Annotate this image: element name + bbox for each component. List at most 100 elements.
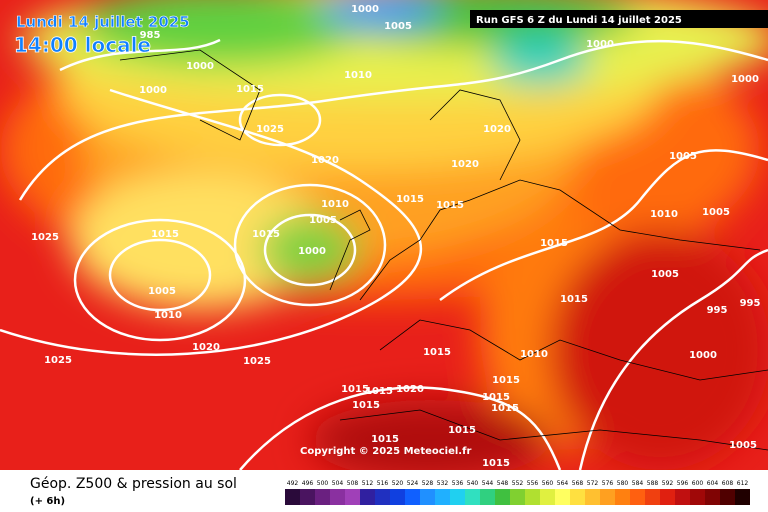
- scale-label: 524: [407, 480, 419, 487]
- scale-label: 572: [587, 480, 599, 487]
- scale-label: 500: [317, 480, 329, 487]
- isobar-label: 1015: [492, 375, 520, 386]
- scale-swatch: [360, 489, 375, 505]
- scale-label: 520: [392, 480, 404, 487]
- scale-label: 556: [527, 480, 539, 487]
- scale-label: 568: [572, 480, 584, 487]
- isobar-label: 1000: [139, 85, 167, 96]
- time-label: 14:00 locale: [14, 33, 151, 57]
- scale-label: 544: [482, 480, 494, 487]
- isobar-label: 1005: [309, 215, 337, 226]
- scale-swatch: [615, 489, 630, 505]
- isobar-label: 1015: [560, 294, 588, 305]
- scale-label: 508: [347, 480, 359, 487]
- scale-swatch: [420, 489, 435, 505]
- isobar-label: 1010: [154, 310, 182, 321]
- scale-swatch: [585, 489, 600, 505]
- scale-swatch: [660, 489, 675, 505]
- scale-label: 504: [332, 480, 344, 487]
- scale-label: 592: [662, 480, 674, 487]
- scale-label: 576: [602, 480, 614, 487]
- isobar-label: 1000: [298, 246, 326, 257]
- isobar-label: 1005: [702, 207, 730, 218]
- scale-label: 496: [302, 480, 314, 487]
- isobar-label: 995: [740, 298, 761, 309]
- scale-swatch: [705, 489, 720, 505]
- isobar-label: 1000: [351, 4, 379, 15]
- map-field: [0, 0, 768, 480]
- footer-subtitle: (+ 6h): [30, 496, 65, 507]
- scale-swatch: [480, 489, 495, 505]
- scale-swatch: [645, 489, 660, 505]
- scale-swatch: [375, 489, 390, 505]
- isobar-label: 1015: [482, 458, 510, 469]
- scale-label: 580: [617, 480, 629, 487]
- date-label: Lundi 14 juillet 2025: [16, 13, 190, 31]
- isobar-label: 1005: [669, 151, 697, 162]
- scale-swatch: [300, 489, 315, 505]
- scale-swatch: [435, 489, 450, 505]
- footer-title: Géop. Z500 & pression au sol: [30, 476, 237, 492]
- isobar-label: 995: [707, 305, 728, 316]
- scale-label: 600: [692, 480, 704, 487]
- scale-label: 536: [452, 480, 464, 487]
- scale-swatch: [330, 489, 345, 505]
- scale-label: 540: [467, 480, 479, 487]
- isobar-label: 1015: [436, 200, 464, 211]
- isobar-label: 1010: [344, 70, 372, 81]
- scale-label: 492: [287, 480, 299, 487]
- isobar-label: 1010: [520, 349, 548, 360]
- isobar-label: 1015: [151, 229, 179, 240]
- isobars: [0, 38, 768, 471]
- scale-label: 560: [542, 480, 554, 487]
- isobar-label: 1005: [148, 286, 176, 297]
- coastlines: [119, 49, 768, 451]
- isobar-label: 1020: [396, 384, 424, 395]
- scale-label: 512: [362, 480, 374, 487]
- isobar-label: 1000: [689, 350, 717, 361]
- isobar-label: 1025: [243, 356, 271, 367]
- scale-label: 528: [422, 480, 434, 487]
- scale-label: 532: [437, 480, 449, 487]
- scale-swatch: [630, 489, 645, 505]
- scale-label: 552: [512, 480, 524, 487]
- isobar-label: 1015: [352, 400, 380, 411]
- scale-swatch: [600, 489, 615, 505]
- isobar-label: 1015: [540, 238, 568, 249]
- scale-swatch: [285, 489, 300, 505]
- scale-label: 564: [557, 480, 569, 487]
- isobar-label: 1005: [384, 21, 412, 32]
- isobar-label: 985: [140, 30, 161, 41]
- isobar-label: 1020: [483, 124, 511, 135]
- scale-label: 612: [737, 480, 749, 487]
- scale-swatch: [465, 489, 480, 505]
- scale-swatch: [525, 489, 540, 505]
- scale-swatch: [690, 489, 705, 505]
- scale-swatch: [720, 489, 735, 505]
- copyright: Copyright © 2025 Meteociel.fr: [300, 446, 471, 457]
- isobar-label: 1015: [491, 403, 519, 414]
- isobar-label: 1015: [365, 386, 393, 397]
- isobar-label: 1020: [311, 155, 339, 166]
- scale-label: 548: [497, 480, 509, 487]
- scale-swatch: [495, 489, 510, 505]
- isobar-label: 1010: [650, 209, 678, 220]
- isobar-label: 1000: [586, 39, 614, 50]
- scale-swatch: [735, 489, 750, 505]
- isobar-label: 1015: [341, 384, 369, 395]
- isobar-label: 1000: [731, 74, 759, 85]
- isobar-label: 1015: [448, 425, 476, 436]
- scale-swatch: [675, 489, 690, 505]
- isobar-label: 1020: [192, 342, 220, 353]
- scale-label: 608: [722, 480, 734, 487]
- scale-label: 588: [647, 480, 659, 487]
- isobar-label: 1015: [396, 194, 424, 205]
- isobar-label: 1015: [252, 229, 280, 240]
- scale-label: 604: [707, 480, 719, 487]
- scale-swatch: [405, 489, 420, 505]
- isobar-label: 1010: [321, 199, 349, 210]
- scale-swatch: [540, 489, 555, 505]
- isobar-label: 1000: [186, 61, 214, 72]
